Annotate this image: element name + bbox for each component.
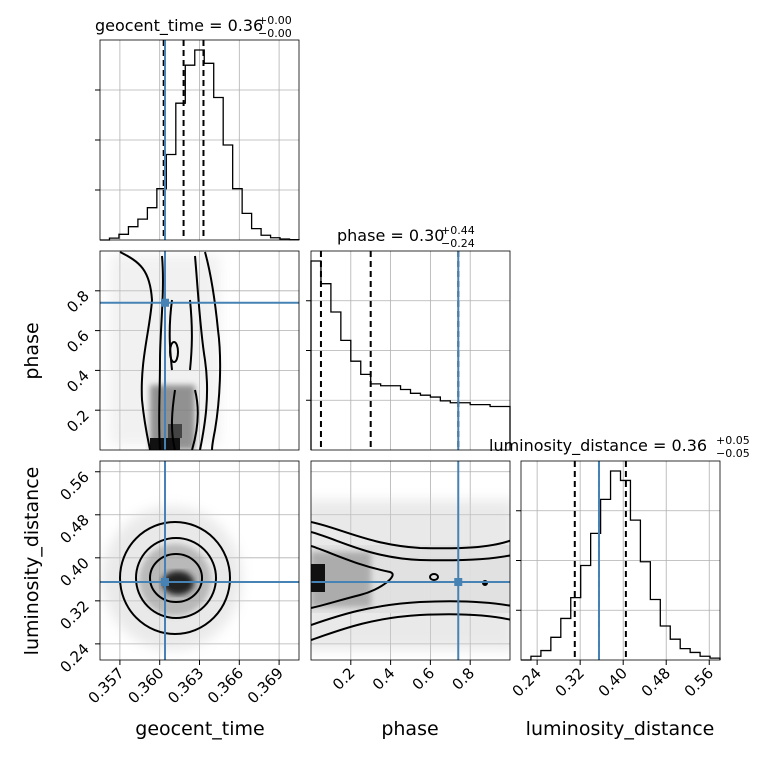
contour-island xyxy=(429,573,439,581)
contour-outer xyxy=(311,521,510,641)
y-tick-label: 0.48 xyxy=(56,511,92,547)
title-phase: phase = 0.30 xyxy=(337,226,444,245)
x-tick-label: 0.8 xyxy=(448,664,478,694)
density-peak-cell xyxy=(311,564,325,592)
panel-luminosity-vs-phase xyxy=(311,500,510,650)
axes-frame xyxy=(99,250,300,451)
title-phase-sup: +0.44 xyxy=(441,224,475,237)
panel-luminosity-vs-geocent-time xyxy=(102,506,242,650)
ylabel-phase: phase xyxy=(21,322,43,379)
x-tick-label: 0.48 xyxy=(638,664,674,700)
truth-marker xyxy=(161,578,170,587)
xlabel-luminosity-distance: luminosity_distance xyxy=(526,718,715,740)
contour-mid xyxy=(158,255,209,450)
x-tick-label: 0.360 xyxy=(124,664,167,707)
axes-frame xyxy=(310,460,511,661)
y-tick-label: 0.24 xyxy=(56,640,92,676)
title-geocent-time: geocent_time = 0.36 xyxy=(95,16,263,36)
title-phase-sub: −0.24 xyxy=(441,237,475,250)
contour-inner xyxy=(311,545,394,609)
truth-marker xyxy=(161,298,170,307)
contour-inner xyxy=(168,299,199,450)
xlabel-phase: phase xyxy=(381,718,438,740)
title-geocent-time-sub: −0.00 xyxy=(258,27,292,40)
y-tick-label: 0.6 xyxy=(63,327,93,357)
x-tick-label: 0.6 xyxy=(409,664,439,694)
marker-line-layer xyxy=(100,40,627,660)
title-luminosity-distance-sub: −0.05 xyxy=(716,447,750,460)
xlabel-geocent-time: geocent_time xyxy=(135,718,264,740)
y-tick-label: 0.2 xyxy=(63,406,93,436)
y-tick-label: 0.40 xyxy=(56,554,92,590)
contour-outer xyxy=(119,251,222,450)
density-cell xyxy=(168,424,182,438)
contour-outer xyxy=(119,521,231,635)
x-tick-label: 0.4 xyxy=(369,664,399,694)
x-tick-label: 0.32 xyxy=(552,664,588,700)
y-tick-label: 0.32 xyxy=(56,597,92,633)
contour-island xyxy=(169,341,179,363)
x-tick-label: 0.369 xyxy=(244,664,287,707)
x-tick-label: 0.357 xyxy=(85,664,128,707)
title-geocent-time-sup: +0.00 xyxy=(258,14,292,27)
x-tick-label: 0.56 xyxy=(681,664,717,700)
truth-marker xyxy=(454,578,463,587)
contour-mid xyxy=(135,537,217,619)
contour-mid xyxy=(311,531,510,626)
contour-inner xyxy=(149,553,203,603)
histogram-phase xyxy=(310,260,511,450)
x-tick-label: 0.2 xyxy=(329,664,359,694)
ylabel-luminosity-distance: luminosity_distance xyxy=(21,467,43,656)
y-tick-label: 0.56 xyxy=(56,468,92,504)
x-tick-label: 0.363 xyxy=(164,664,207,707)
histogram-luminosity_distance xyxy=(521,470,721,661)
title-luminosity-distance: luminosity_distance = 0.36 xyxy=(489,436,707,456)
title-luminosity-distance-sup: +0.05 xyxy=(716,434,750,447)
y-tick-label: 0.4 xyxy=(63,367,93,397)
x-tick-label: 0.366 xyxy=(204,664,247,707)
x-tick-label: 0.40 xyxy=(595,664,631,700)
x-tick-label: 0.24 xyxy=(509,664,545,700)
y-tick-label: 0.8 xyxy=(63,287,93,317)
